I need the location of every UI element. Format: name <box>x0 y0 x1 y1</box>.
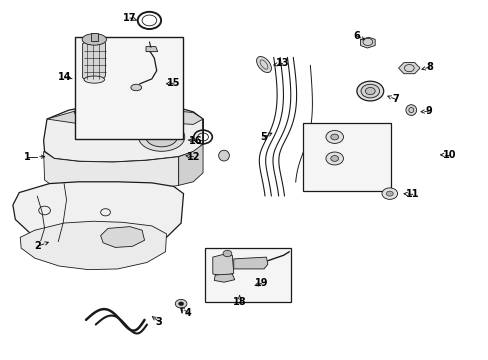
Text: 14: 14 <box>58 72 72 82</box>
Polygon shape <box>43 151 178 193</box>
Text: 2: 2 <box>34 241 41 251</box>
Text: 11: 11 <box>405 189 419 199</box>
Polygon shape <box>74 110 103 117</box>
Bar <box>91 33 98 41</box>
Polygon shape <box>13 182 183 250</box>
Circle shape <box>223 250 231 257</box>
Polygon shape <box>360 37 374 48</box>
Ellipse shape <box>82 34 106 45</box>
Circle shape <box>381 188 397 199</box>
Text: 3: 3 <box>156 317 162 327</box>
Text: 18: 18 <box>232 297 246 307</box>
Polygon shape <box>47 108 203 125</box>
Polygon shape <box>101 226 144 247</box>
Ellipse shape <box>131 84 142 91</box>
Polygon shape <box>43 105 203 162</box>
Text: 5: 5 <box>260 132 267 142</box>
Ellipse shape <box>360 84 379 98</box>
Ellipse shape <box>218 150 229 161</box>
Polygon shape <box>146 46 158 51</box>
Polygon shape <box>178 119 203 185</box>
Text: 16: 16 <box>188 136 202 145</box>
Text: 15: 15 <box>167 78 180 88</box>
Polygon shape <box>82 41 105 80</box>
Text: 17: 17 <box>123 13 136 23</box>
Polygon shape <box>110 108 146 116</box>
Polygon shape <box>214 274 234 282</box>
Circle shape <box>386 191 392 196</box>
Circle shape <box>175 300 186 308</box>
Circle shape <box>325 152 343 165</box>
Circle shape <box>330 134 338 140</box>
Ellipse shape <box>84 76 104 83</box>
Text: 13: 13 <box>275 58 289 68</box>
Text: 6: 6 <box>352 31 359 41</box>
Polygon shape <box>20 221 166 270</box>
Text: 10: 10 <box>442 150 455 160</box>
Ellipse shape <box>365 87 374 95</box>
Text: 1: 1 <box>24 152 31 162</box>
Ellipse shape <box>256 57 271 73</box>
Polygon shape <box>233 257 267 269</box>
Text: 9: 9 <box>425 106 431 116</box>
Ellipse shape <box>126 125 143 135</box>
Ellipse shape <box>84 37 104 44</box>
Ellipse shape <box>356 81 383 101</box>
Ellipse shape <box>405 105 416 116</box>
Text: 7: 7 <box>391 94 398 104</box>
Bar <box>303 123 390 191</box>
Text: 12: 12 <box>186 152 200 162</box>
Ellipse shape <box>138 123 184 151</box>
Circle shape <box>325 131 343 143</box>
Ellipse shape <box>145 127 177 147</box>
Polygon shape <box>398 63 419 74</box>
Circle shape <box>330 156 338 161</box>
Text: 4: 4 <box>184 308 191 318</box>
Circle shape <box>178 302 183 306</box>
Polygon shape <box>212 255 233 276</box>
Text: 8: 8 <box>426 62 432 72</box>
Bar <box>75 37 182 139</box>
Text: 19: 19 <box>254 278 268 288</box>
Bar <box>204 248 291 302</box>
